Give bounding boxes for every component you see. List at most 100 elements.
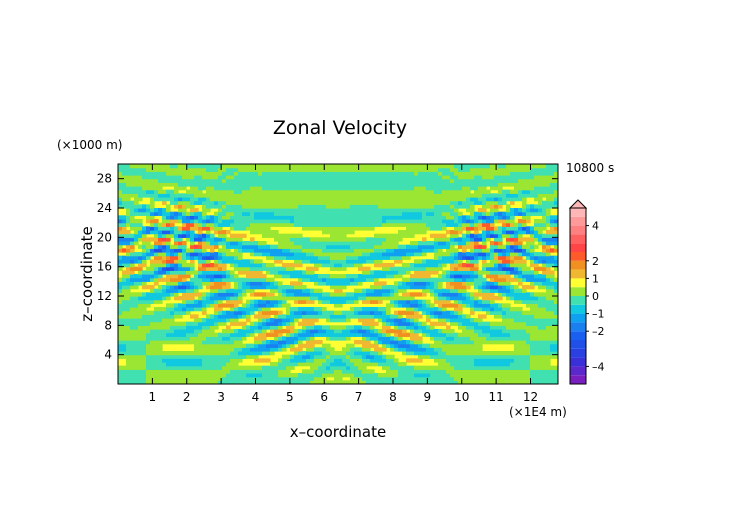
field-cell (318, 208, 323, 213)
field-cell (438, 255, 443, 260)
field-cell (406, 219, 411, 224)
field-cell (174, 277, 179, 282)
field-cell (454, 233, 459, 238)
field-cell (170, 222, 175, 227)
field-cell (418, 277, 423, 282)
field-cell (250, 200, 255, 205)
field-cell (314, 354, 319, 359)
field-cell (422, 189, 427, 194)
field-cell (338, 241, 343, 246)
field-cell (322, 208, 327, 213)
field-cell (378, 259, 383, 264)
field-cell (146, 369, 151, 374)
field-cell (422, 197, 427, 202)
field-cell (198, 296, 203, 301)
field-cell (418, 248, 423, 253)
field-cell (218, 336, 223, 341)
field-cell (230, 343, 235, 348)
field-cell (190, 380, 195, 384)
field-cell (362, 208, 367, 213)
field-cell (426, 164, 431, 169)
field-cell (122, 175, 127, 180)
field-cell (450, 263, 455, 268)
field-cell (474, 292, 479, 297)
field-cell (214, 285, 219, 290)
field-cell (390, 263, 395, 268)
field-cell (274, 343, 279, 348)
field-cell (490, 285, 495, 290)
field-cell (318, 373, 323, 378)
field-cell (310, 340, 315, 345)
field-cell (158, 182, 163, 187)
field-cell (314, 197, 319, 202)
field-cell (154, 252, 159, 257)
field-cell (222, 329, 227, 334)
field-cell (414, 380, 419, 384)
field-cell (402, 340, 407, 345)
field-cell (134, 266, 139, 271)
field-cell (354, 215, 359, 220)
field-cell (366, 226, 371, 231)
field-cell (410, 329, 415, 334)
field-cell (302, 215, 307, 220)
field-cell (398, 285, 403, 290)
field-cell (378, 380, 383, 384)
field-cell (290, 164, 295, 169)
field-cell (418, 178, 423, 183)
field-cell (274, 237, 279, 242)
field-cell (342, 204, 347, 209)
field-cell (398, 208, 403, 213)
field-cell (210, 343, 215, 348)
field-cell (150, 299, 155, 304)
field-cell (166, 303, 171, 308)
field-cell (250, 299, 255, 304)
field-cell (266, 365, 271, 370)
field-cell (438, 266, 443, 271)
field-cell (430, 307, 435, 312)
field-cell (366, 340, 371, 345)
field-cell (450, 347, 455, 352)
field-cell (290, 321, 295, 326)
field-cell (190, 373, 195, 378)
field-cell (342, 230, 347, 235)
field-cell (290, 200, 295, 205)
field-cell (190, 281, 195, 286)
field-cell (486, 175, 491, 180)
field-cell (150, 336, 155, 341)
field-cell (122, 277, 127, 282)
field-cell (486, 182, 491, 187)
field-cell (282, 314, 287, 319)
field-cell (234, 351, 239, 356)
field-cell (310, 266, 315, 271)
field-cell (182, 167, 187, 172)
field-cell (230, 208, 235, 213)
field-cell (174, 270, 179, 275)
field-cell (322, 329, 327, 334)
field-cell (194, 244, 199, 249)
field-cell (390, 266, 395, 271)
field-cell (454, 299, 459, 304)
field-cell (210, 351, 215, 356)
field-cell (194, 303, 199, 308)
field-cell (334, 226, 339, 231)
field-cell (394, 321, 399, 326)
field-cell (162, 369, 167, 374)
field-cell (282, 193, 287, 198)
field-cell (246, 310, 251, 315)
field-cell (334, 175, 339, 180)
field-cell (194, 208, 199, 213)
field-cell (122, 230, 127, 235)
field-cell (326, 182, 331, 187)
field-cell (482, 193, 487, 198)
field-cell (210, 277, 215, 282)
field-cell (482, 237, 487, 242)
field-cell (222, 175, 227, 180)
field-cell (398, 193, 403, 198)
field-cell (406, 365, 411, 370)
field-cell (394, 285, 399, 290)
field-cell (342, 167, 347, 172)
field-cell (326, 215, 331, 220)
field-cell (198, 270, 203, 275)
field-cell (254, 299, 259, 304)
field-cell (434, 219, 439, 224)
